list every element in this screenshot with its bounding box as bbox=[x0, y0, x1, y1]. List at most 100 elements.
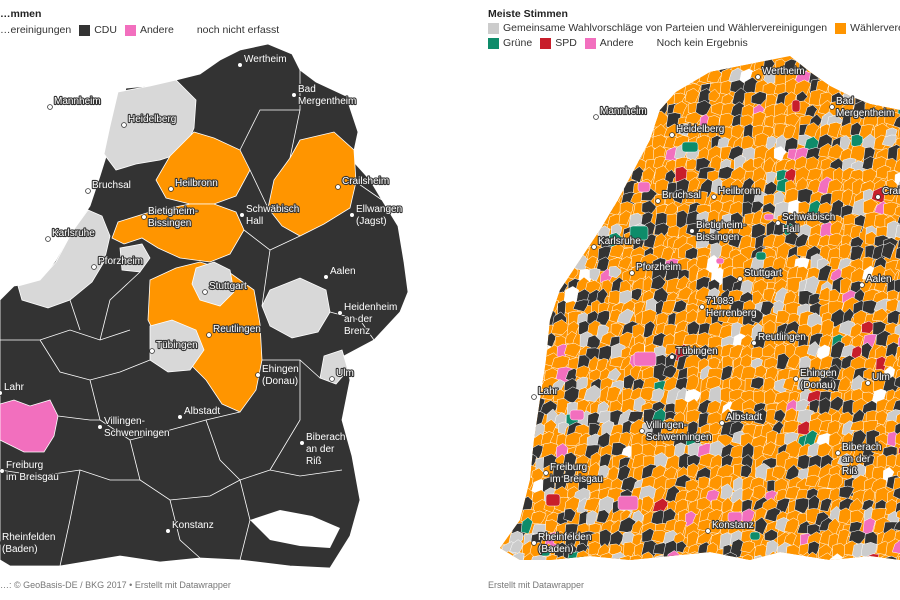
municipality-area[interactable] bbox=[589, 148, 603, 165]
municipality-area[interactable] bbox=[598, 143, 613, 159]
municipality-area[interactable] bbox=[804, 122, 820, 139]
municipality-area[interactable] bbox=[763, 213, 775, 221]
municipality-area[interactable] bbox=[508, 386, 525, 401]
municipality-area[interactable] bbox=[500, 211, 513, 231]
municipality-area[interactable] bbox=[650, 275, 667, 291]
municipality-area[interactable] bbox=[533, 135, 548, 150]
municipality-area[interactable] bbox=[567, 57, 583, 72]
municipality-area[interactable] bbox=[523, 182, 537, 198]
municipality-area[interactable] bbox=[740, 464, 752, 478]
municipality-area[interactable] bbox=[544, 55, 563, 70]
municipality-area[interactable] bbox=[674, 320, 689, 334]
municipality-area[interactable] bbox=[500, 299, 517, 318]
municipality-area[interactable] bbox=[739, 554, 753, 570]
municipality-area[interactable] bbox=[519, 102, 535, 117]
municipality-area[interactable] bbox=[521, 191, 537, 209]
municipality-area[interactable] bbox=[673, 442, 686, 458]
municipality-area[interactable] bbox=[491, 113, 505, 132]
municipality-area[interactable] bbox=[566, 69, 580, 87]
municipality-area[interactable] bbox=[501, 420, 516, 438]
municipality-area[interactable] bbox=[543, 66, 560, 83]
municipality-area[interactable] bbox=[663, 60, 681, 73]
municipality-area[interactable] bbox=[512, 552, 525, 565]
district-ortenau[interactable] bbox=[0, 399, 59, 453]
municipality-area[interactable] bbox=[564, 79, 579, 96]
municipality-area[interactable] bbox=[893, 78, 900, 98]
municipality-area[interactable] bbox=[818, 59, 835, 76]
municipality-area[interactable] bbox=[489, 418, 505, 436]
municipality-area[interactable] bbox=[521, 552, 536, 566]
municipality-area[interactable] bbox=[553, 114, 567, 129]
municipality-area[interactable] bbox=[687, 420, 699, 438]
municipality-area[interactable] bbox=[750, 200, 765, 215]
municipality-area[interactable] bbox=[487, 453, 499, 469]
municipality-area[interactable] bbox=[852, 78, 865, 97]
municipality-area[interactable] bbox=[644, 67, 662, 87]
municipality-area[interactable] bbox=[545, 112, 561, 129]
municipality-area[interactable] bbox=[563, 235, 579, 254]
municipality-area[interactable] bbox=[854, 66, 870, 83]
municipality-area[interactable] bbox=[641, 308, 657, 327]
municipality-area[interactable] bbox=[530, 244, 546, 260]
legend-item-cdu[interactable]: CDU bbox=[79, 24, 117, 36]
legend-item-waehlervereinigungen[interactable]: …ereinigungen bbox=[0, 24, 71, 36]
municipality-area[interactable] bbox=[512, 211, 526, 234]
municipality-area[interactable] bbox=[541, 134, 557, 154]
municipality-area[interactable] bbox=[755, 251, 767, 261]
municipality-area[interactable] bbox=[488, 201, 504, 214]
municipality-area[interactable] bbox=[563, 226, 579, 240]
municipality-area[interactable] bbox=[628, 554, 645, 571]
municipality-area[interactable] bbox=[522, 289, 539, 306]
municipality-area[interactable] bbox=[489, 136, 506, 155]
municipality-area[interactable] bbox=[587, 156, 601, 173]
municipality-area[interactable] bbox=[531, 91, 546, 107]
municipality-area[interactable] bbox=[584, 255, 598, 271]
municipality-area[interactable] bbox=[509, 487, 526, 501]
municipality-area[interactable] bbox=[497, 479, 516, 498]
municipality-area[interactable] bbox=[883, 354, 898, 368]
municipality-area[interactable] bbox=[510, 463, 526, 481]
municipality-area[interactable] bbox=[524, 71, 536, 90]
municipality-area[interactable] bbox=[545, 493, 561, 507]
municipality-area[interactable] bbox=[839, 80, 854, 97]
municipality-area[interactable] bbox=[752, 484, 767, 501]
municipality-area[interactable] bbox=[502, 411, 519, 427]
municipality-area[interactable] bbox=[502, 101, 515, 117]
municipality-area[interactable] bbox=[556, 398, 571, 414]
municipality-area[interactable] bbox=[663, 123, 681, 140]
municipality-area[interactable] bbox=[500, 88, 518, 107]
municipality-area[interactable] bbox=[511, 399, 527, 418]
municipality-area[interactable] bbox=[563, 165, 579, 187]
municipality-area[interactable] bbox=[684, 88, 700, 106]
municipality-area[interactable] bbox=[489, 303, 506, 321]
municipality-area[interactable] bbox=[685, 479, 700, 495]
municipality-area[interactable] bbox=[897, 287, 900, 303]
municipality-area[interactable] bbox=[509, 68, 523, 86]
municipality-area[interactable] bbox=[660, 68, 678, 85]
municipality-area[interactable] bbox=[631, 288, 643, 302]
municipality-area[interactable] bbox=[498, 430, 515, 450]
municipality-area[interactable] bbox=[783, 330, 799, 347]
municipality-area[interactable] bbox=[587, 203, 599, 220]
municipality-area[interactable] bbox=[836, 528, 851, 548]
municipality-area[interactable] bbox=[553, 222, 570, 238]
municipality-area[interactable] bbox=[520, 255, 537, 270]
municipality-area[interactable] bbox=[563, 343, 582, 358]
municipality-area[interactable] bbox=[509, 166, 524, 186]
municipality-area[interactable] bbox=[595, 90, 613, 108]
municipality-area[interactable] bbox=[881, 56, 897, 72]
municipality-area[interactable] bbox=[623, 374, 636, 392]
municipality-area[interactable] bbox=[496, 124, 512, 141]
municipality-area[interactable] bbox=[587, 122, 605, 142]
municipality-area[interactable] bbox=[510, 92, 527, 106]
municipality-area[interactable] bbox=[609, 126, 628, 142]
municipality-area[interactable] bbox=[720, 552, 737, 570]
municipality-area[interactable] bbox=[794, 497, 810, 515]
municipality-area[interactable] bbox=[488, 221, 502, 238]
municipality-area[interactable] bbox=[497, 58, 513, 74]
municipality-area[interactable] bbox=[542, 189, 557, 207]
municipality-area[interactable] bbox=[618, 122, 635, 139]
municipality-area[interactable] bbox=[500, 67, 512, 84]
municipality-area[interactable] bbox=[893, 156, 900, 175]
municipality-area[interactable] bbox=[553, 79, 567, 95]
